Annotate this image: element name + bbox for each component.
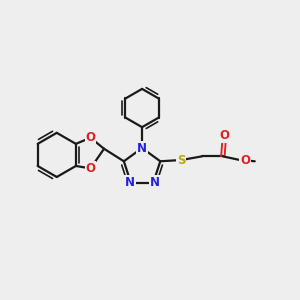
Text: O: O	[219, 129, 229, 142]
Text: N: N	[149, 176, 160, 189]
Text: O: O	[85, 131, 95, 144]
Text: N: N	[137, 142, 147, 154]
Text: N: N	[124, 176, 135, 189]
Text: O: O	[85, 162, 95, 175]
Text: S: S	[177, 154, 185, 166]
Text: O: O	[240, 154, 250, 166]
